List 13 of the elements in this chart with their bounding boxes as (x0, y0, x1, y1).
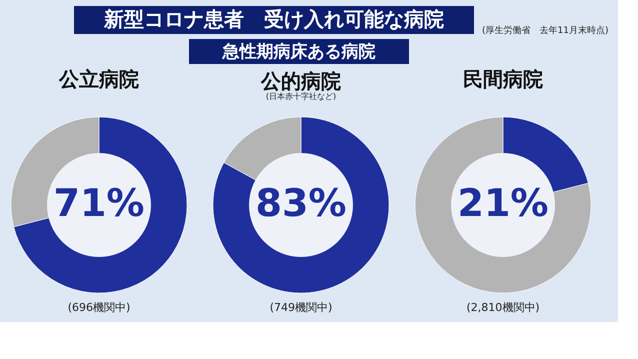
text: (696機関中) (68, 301, 130, 314)
chart-title: 民間病院 (463, 67, 543, 91)
chart-title: 公立病院 (58, 67, 139, 91)
chart-title: 公的病院 (260, 69, 341, 93)
data-label: 71% (54, 181, 144, 225)
text: (749機関中) (270, 301, 332, 314)
data-label: 21% (458, 181, 548, 225)
text: 急性期病床ある病院 (222, 42, 376, 62)
chart-subtitle: (日本赤十字社など) (266, 92, 336, 101)
text: (2,810機関中) (466, 301, 540, 314)
text: (厚生労働省 去年11月末時点) (482, 25, 608, 36)
text: 新型コロナ患者 受け入れ可能な病院 (103, 7, 444, 31)
data-label: 83% (256, 181, 346, 225)
